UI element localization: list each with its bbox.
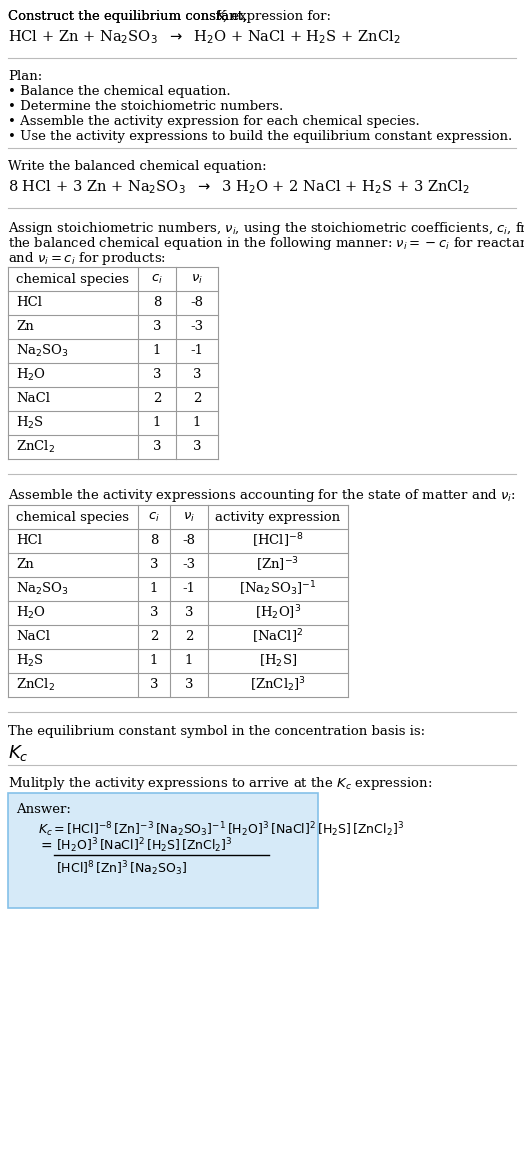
Text: $\nu_i$: $\nu_i$ — [191, 272, 203, 285]
Text: [NaCl]$^2$: [NaCl]$^2$ — [253, 628, 303, 647]
Text: -3: -3 — [182, 559, 195, 571]
Text: 2: 2 — [150, 630, 158, 643]
Text: 3: 3 — [185, 606, 193, 620]
Text: Mulitply the activity expressions to arrive at the $K_c$ expression:: Mulitply the activity expressions to arr… — [8, 775, 432, 792]
Text: • Assemble the activity expression for each chemical species.: • Assemble the activity expression for e… — [8, 115, 420, 127]
Text: Na$_2$SO$_3$: Na$_2$SO$_3$ — [16, 343, 69, 359]
Text: chemical species: chemical species — [16, 510, 129, 524]
Text: [ZnCl$_2$]$^3$: [ZnCl$_2$]$^3$ — [250, 676, 306, 694]
Text: HCl: HCl — [16, 297, 42, 309]
Text: 8: 8 — [153, 297, 161, 309]
Text: activity expression: activity expression — [215, 510, 341, 524]
Text: 2: 2 — [185, 630, 193, 643]
Text: ZnCl$_2$: ZnCl$_2$ — [16, 439, 55, 455]
Text: 3: 3 — [150, 559, 158, 571]
Text: Construct the equilibrium constant,: Construct the equilibrium constant, — [8, 10, 251, 23]
Text: 3: 3 — [150, 678, 158, 692]
Text: 1: 1 — [150, 583, 158, 596]
Text: Na$_2$SO$_3$: Na$_2$SO$_3$ — [16, 581, 69, 597]
Text: 3: 3 — [153, 440, 161, 453]
Text: $K_c$: $K_c$ — [8, 743, 29, 763]
Text: NaCl: NaCl — [16, 393, 50, 406]
Text: [HCl]$^{-8}$: [HCl]$^{-8}$ — [252, 532, 304, 551]
Text: 1: 1 — [153, 416, 161, 430]
Text: 3: 3 — [193, 369, 201, 381]
Text: • Determine the stoichiometric numbers.: • Determine the stoichiometric numbers. — [8, 100, 283, 112]
Text: 3: 3 — [153, 321, 161, 334]
Text: the balanced chemical equation in the following manner: $\nu_i = -c_i$ for react: the balanced chemical equation in the fo… — [8, 235, 524, 252]
Text: 8 HCl + 3 Zn + Na$_2$SO$_3$  $\rightarrow$  3 H$_2$O + 2 NaCl + H$_2$S + 3 ZnCl$: 8 HCl + 3 Zn + Na$_2$SO$_3$ $\rightarrow… — [8, 178, 470, 196]
Text: HCl: HCl — [16, 534, 42, 547]
Text: -8: -8 — [182, 534, 195, 547]
Text: 1: 1 — [193, 416, 201, 430]
FancyBboxPatch shape — [8, 793, 318, 907]
Text: 2: 2 — [153, 393, 161, 406]
Text: $\nu_i$: $\nu_i$ — [183, 510, 195, 524]
Text: K: K — [215, 10, 225, 23]
Text: • Balance the chemical equation.: • Balance the chemical equation. — [8, 85, 231, 99]
Text: Answer:: Answer: — [16, 803, 71, 816]
Text: 3: 3 — [153, 369, 161, 381]
Text: Plan:: Plan: — [8, 70, 42, 83]
Text: Zn: Zn — [16, 321, 34, 334]
Text: $[\mathrm{H_2O}]^3\,[\mathrm{NaCl}]^2\,[\mathrm{H_2S}]\,[\mathrm{ZnCl_2}]^3$: $[\mathrm{H_2O}]^3\,[\mathrm{NaCl}]^2\,[… — [56, 836, 233, 854]
Text: $K_c = [\mathrm{HCl}]^{-8}\,[\mathrm{Zn}]^{-3}\,[\mathrm{Na_2SO_3}]^{-1}\,[\math: $K_c = [\mathrm{HCl}]^{-8}\,[\mathrm{Zn}… — [38, 821, 404, 839]
Text: Zn: Zn — [16, 559, 34, 571]
Text: • Use the activity expressions to build the equilibrium constant expression.: • Use the activity expressions to build … — [8, 130, 512, 143]
Text: [Zn]$^{-3}$: [Zn]$^{-3}$ — [256, 556, 300, 574]
Text: Write the balanced chemical equation:: Write the balanced chemical equation: — [8, 160, 267, 173]
Text: H$_2$S: H$_2$S — [16, 653, 44, 669]
Text: [H$_2$S]: [H$_2$S] — [259, 653, 297, 669]
Text: NaCl: NaCl — [16, 630, 50, 643]
Text: -1: -1 — [182, 583, 195, 596]
Text: The equilibrium constant symbol in the concentration basis is:: The equilibrium constant symbol in the c… — [8, 726, 425, 738]
Text: 1: 1 — [153, 344, 161, 357]
Text: 1: 1 — [150, 655, 158, 668]
Text: chemical species: chemical species — [16, 272, 129, 285]
Text: -3: -3 — [190, 321, 203, 334]
Text: H$_2$O: H$_2$O — [16, 605, 46, 621]
Text: Construct the equilibrium constant,: Construct the equilibrium constant, — [8, 10, 251, 23]
Text: 3: 3 — [193, 440, 201, 453]
Text: H$_2$S: H$_2$S — [16, 415, 44, 431]
Text: [Na$_2$SO$_3$]$^{-1}$: [Na$_2$SO$_3$]$^{-1}$ — [239, 580, 316, 598]
Text: and $\nu_i = c_i$ for products:: and $\nu_i = c_i$ for products: — [8, 250, 166, 267]
Text: ZnCl$_2$: ZnCl$_2$ — [16, 677, 55, 693]
Text: 1: 1 — [185, 655, 193, 668]
Text: $c_i$: $c_i$ — [148, 510, 160, 524]
Text: HCl + Zn + Na$_2$SO$_3$  $\rightarrow$  H$_2$O + NaCl + H$_2$S + ZnCl$_2$: HCl + Zn + Na$_2$SO$_3$ $\rightarrow$ H$… — [8, 28, 400, 45]
Text: -8: -8 — [191, 297, 203, 309]
Text: H$_2$O: H$_2$O — [16, 367, 46, 384]
Text: $[\mathrm{HCl}]^8\,[\mathrm{Zn}]^3\,[\mathrm{Na_2SO_3}]$: $[\mathrm{HCl}]^8\,[\mathrm{Zn}]^3\,[\ma… — [56, 859, 187, 877]
Text: $=$: $=$ — [38, 838, 53, 852]
Text: , expression for:: , expression for: — [223, 10, 331, 23]
Text: 3: 3 — [150, 606, 158, 620]
Text: Assign stoichiometric numbers, $\nu_i$, using the stoichiometric coefficients, $: Assign stoichiometric numbers, $\nu_i$, … — [8, 220, 524, 236]
Text: 3: 3 — [185, 678, 193, 692]
Text: -1: -1 — [191, 344, 203, 357]
Text: $c_i$: $c_i$ — [151, 272, 163, 285]
Text: Assemble the activity expressions accounting for the state of matter and $\nu_i$: Assemble the activity expressions accoun… — [8, 487, 516, 504]
Text: 2: 2 — [193, 393, 201, 406]
Text: 8: 8 — [150, 534, 158, 547]
Text: [H$_2$O]$^3$: [H$_2$O]$^3$ — [255, 604, 301, 622]
